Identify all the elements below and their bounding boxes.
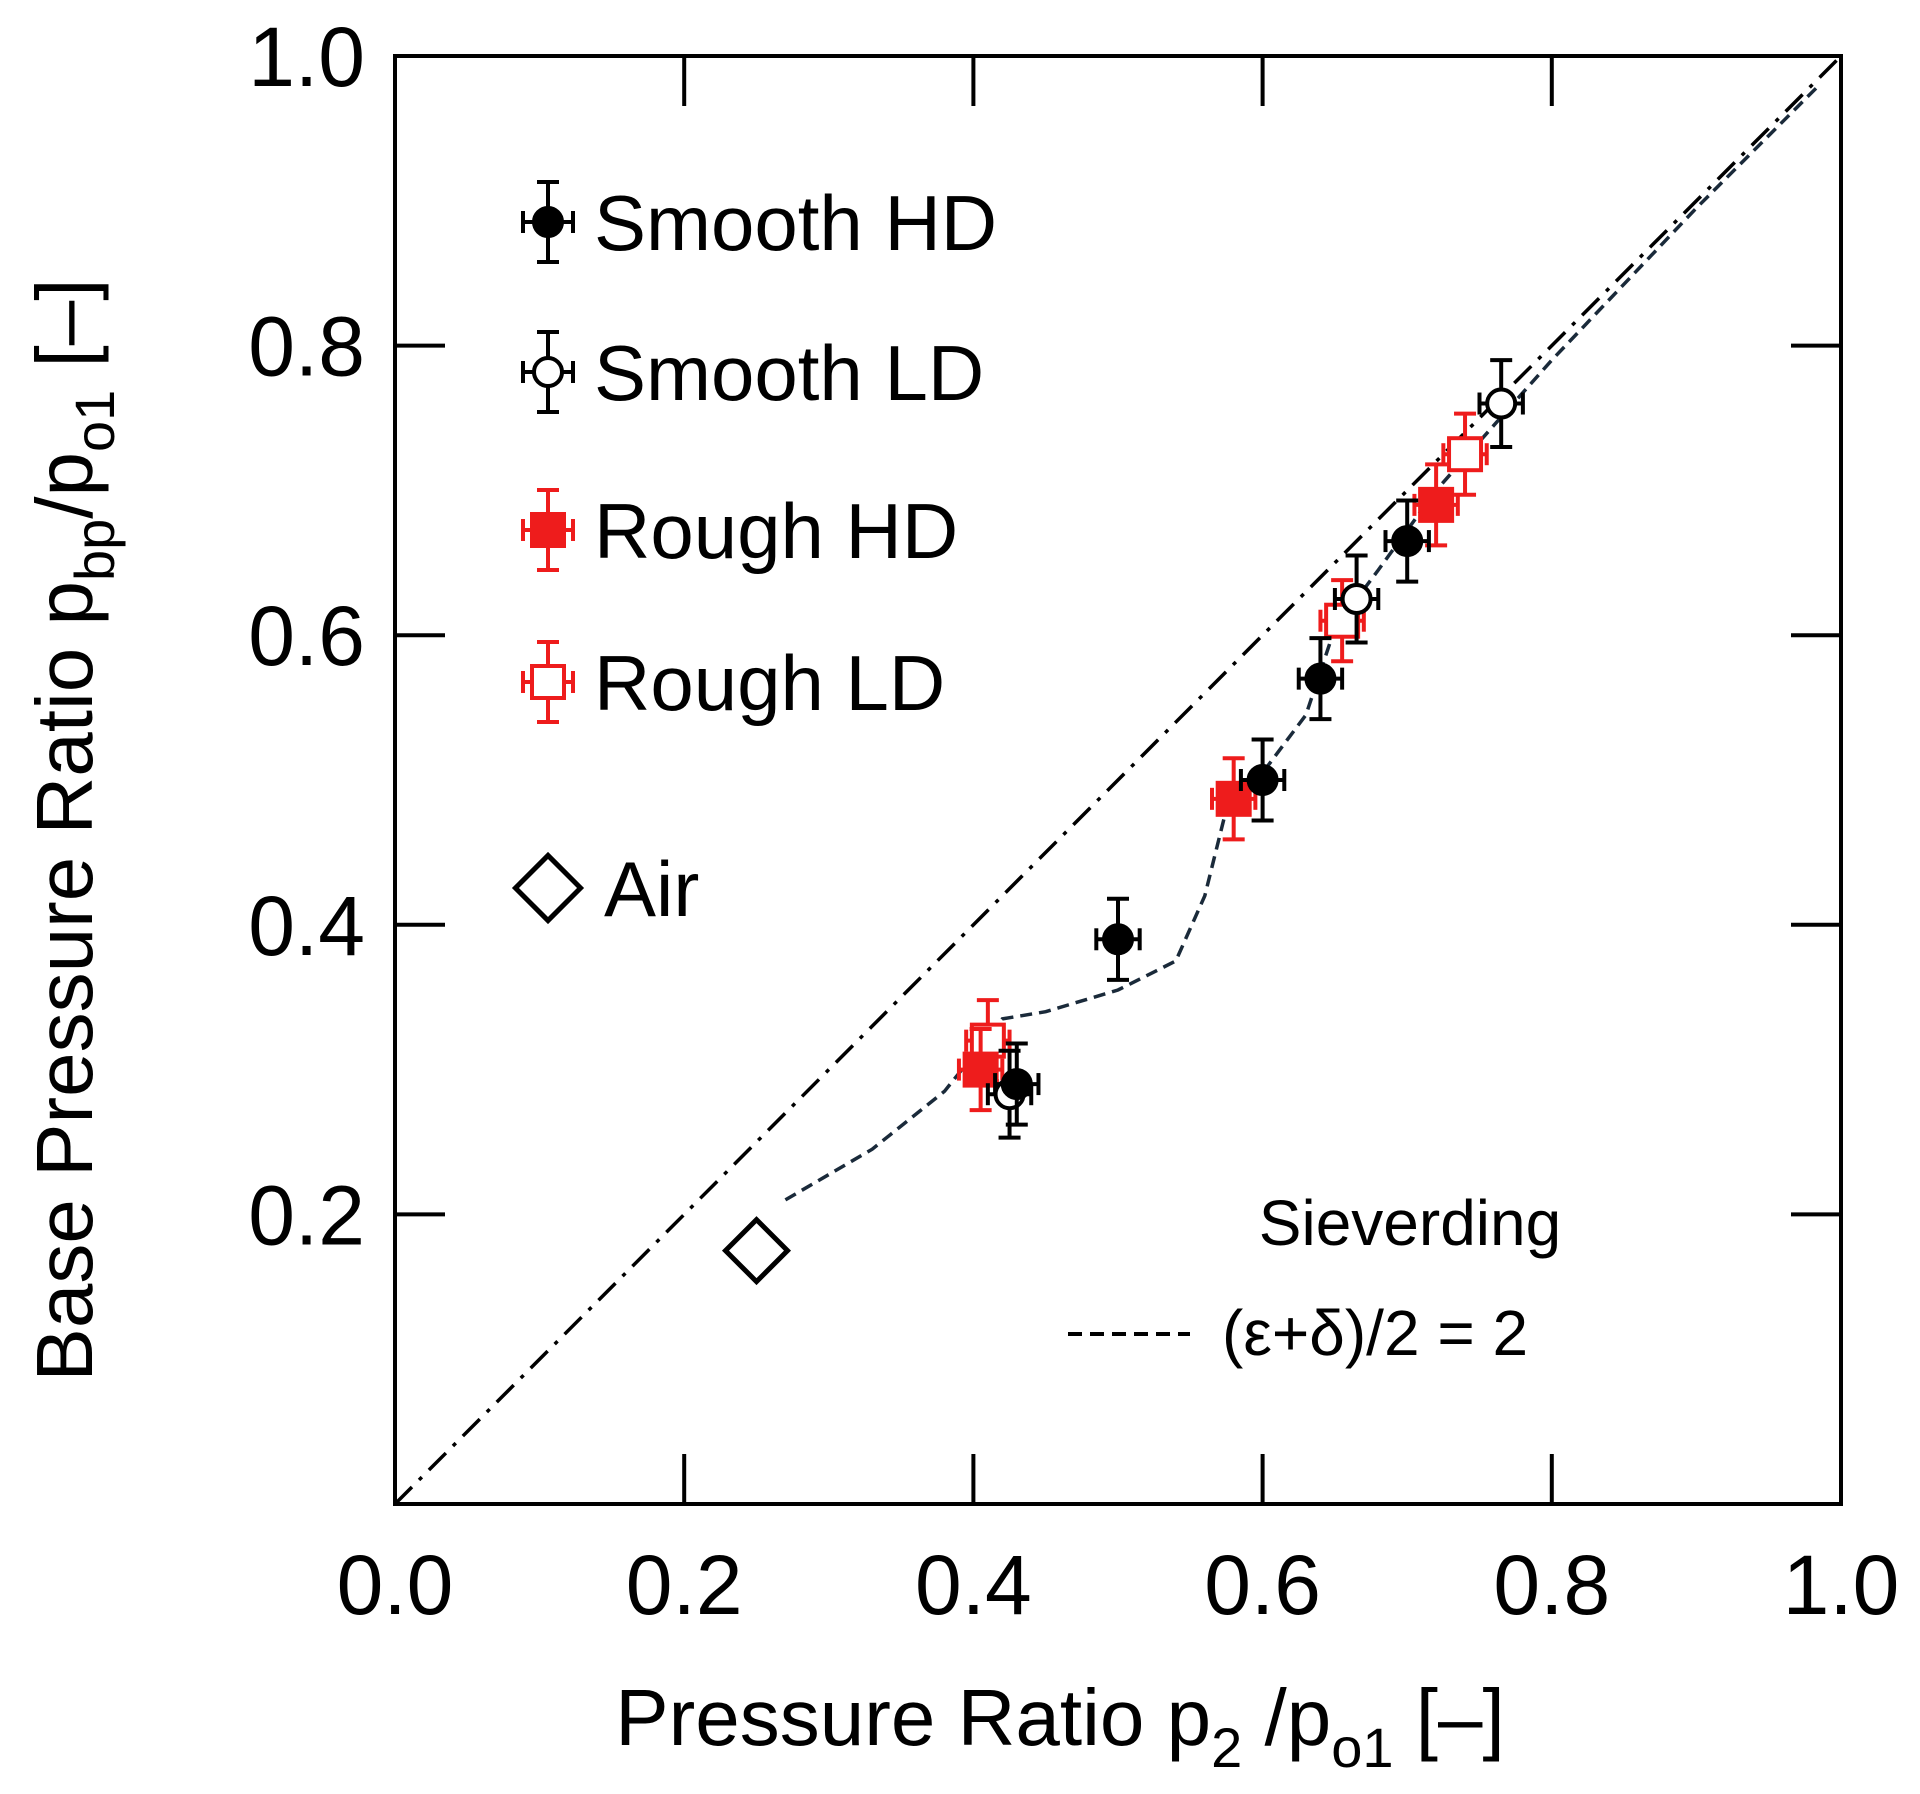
air-marker-0 [721, 1216, 792, 1286]
x-axis-title-mid: /p [1242, 1673, 1331, 1762]
smooth-ld-point-1 [1332, 553, 1381, 645]
rough-ld-point-2 [1441, 411, 1489, 497]
smooth-hd-marker-1 [1102, 923, 1134, 956]
rough-hd-marker-1 [1215, 780, 1252, 817]
smooth-hd-point-1 [1094, 896, 1142, 982]
legend-marker-smooth-ld [532, 356, 564, 388]
legend-item-air: Air [511, 845, 699, 933]
legend: Smooth HD Smooth LD Rough HD Rough LD Air [511, 179, 997, 933]
legend-label-smooth-ld: Smooth LD [594, 329, 984, 417]
x-axis-title-main: Pressure Ratio p [615, 1673, 1211, 1762]
smooth-ld-marker-1 [1340, 583, 1373, 615]
x-tick-label-2: 0.4 [915, 1538, 1032, 1632]
legend-label-rough-ld: Rough LD [594, 639, 945, 727]
x-tick-label-3: 0.6 [1204, 1538, 1321, 1632]
rough-hd-point-0 [956, 1027, 1005, 1113]
x-axis-title-sub2: o1 [1331, 1716, 1393, 1779]
sieverding-label: (ε+δ)/2 = 2 [1222, 1297, 1528, 1369]
y-axis-title-mid: /p [20, 452, 109, 519]
legend-item-smooth-ld: Smooth LD [521, 329, 984, 417]
y-tick-label-0: 0.2 [248, 1168, 365, 1262]
y-tick-label-1: 0.4 [248, 879, 365, 973]
y-tick-label-3: 0.8 [248, 300, 365, 394]
identity-line [393, 54, 1843, 1506]
legend-marker-smooth-hd [532, 206, 564, 238]
smooth-hd-marker-4 [1391, 525, 1424, 558]
tick-labels: 0.0 0.2 0.4 0.6 0.8 1.0 0.2 0.4 0.6 0.8 1.0 [248, 10, 1899, 1632]
rough-hd-point-2 [1412, 462, 1460, 548]
smooth-hd-marker-3 [1304, 662, 1337, 695]
rough-hd-marker-0 [962, 1051, 999, 1088]
smooth-hd-point-2 [1238, 737, 1287, 823]
sieverding-title: Sieverding [1259, 1187, 1561, 1259]
rough-ld-marker-2 [1447, 436, 1484, 473]
axis-ticks [395, 56, 1841, 1504]
legend-label-smooth-hd: Smooth HD [594, 179, 997, 267]
smooth-hd-point-4 [1383, 498, 1431, 584]
x-tick-label-5: 1.0 [1783, 1538, 1900, 1632]
legend-item-rough-hd: Rough HD [521, 487, 958, 575]
legend-marker-rough-ld [530, 664, 566, 700]
y-tick-label-4: 1.0 [248, 10, 365, 104]
legend-label-rough-hd: Rough HD [594, 487, 958, 575]
x-axis-title: Pressure Ratio p2 /po1 [–] [615, 1673, 1504, 1779]
smooth-ld-point-2 [1477, 358, 1525, 449]
y-axis-title-sub1: bp [63, 519, 126, 581]
x-tick-label-0: 0.0 [337, 1538, 454, 1632]
y-axis-title-main: Base Pressure Ratio p [20, 581, 109, 1381]
x-tick-label-4: 0.8 [1493, 1538, 1610, 1632]
sieverding-annotation: Sieverding (ε+δ)/2 = 2 [1068, 1187, 1561, 1369]
air-point-0 [721, 1216, 792, 1286]
plot-frame [393, 54, 1843, 1506]
legend-marker-air [511, 851, 585, 925]
smooth-hd-point-3 [1296, 636, 1345, 722]
smooth-hd-marker-0 [1000, 1068, 1033, 1101]
y-axis-title-sub2: o1 [63, 390, 126, 452]
x-tick-label-1: 0.2 [626, 1538, 743, 1632]
smooth-ld-marker-2 [1485, 387, 1518, 420]
data-points [721, 358, 1525, 1286]
y-axis-title: Base Pressure Ratio pbp/po1 [–] [20, 279, 126, 1382]
x-axis-title-tail: [–] [1394, 1673, 1505, 1762]
legend-marker-rough-hd [530, 512, 566, 548]
rough-hd-marker-2 [1418, 486, 1455, 523]
legend-item-smooth-hd: Smooth HD [521, 179, 997, 267]
x-axis-title-sub1: 2 [1211, 1716, 1242, 1779]
legend-label-air: Air [604, 845, 699, 933]
y-tick-label-2: 0.6 [248, 589, 365, 683]
y-axis-title-tail: [–] [20, 279, 109, 390]
smooth-hd-marker-2 [1246, 764, 1279, 796]
smooth-hd-point-0 [993, 1041, 1041, 1127]
legend-item-rough-ld: Rough LD [521, 639, 945, 727]
